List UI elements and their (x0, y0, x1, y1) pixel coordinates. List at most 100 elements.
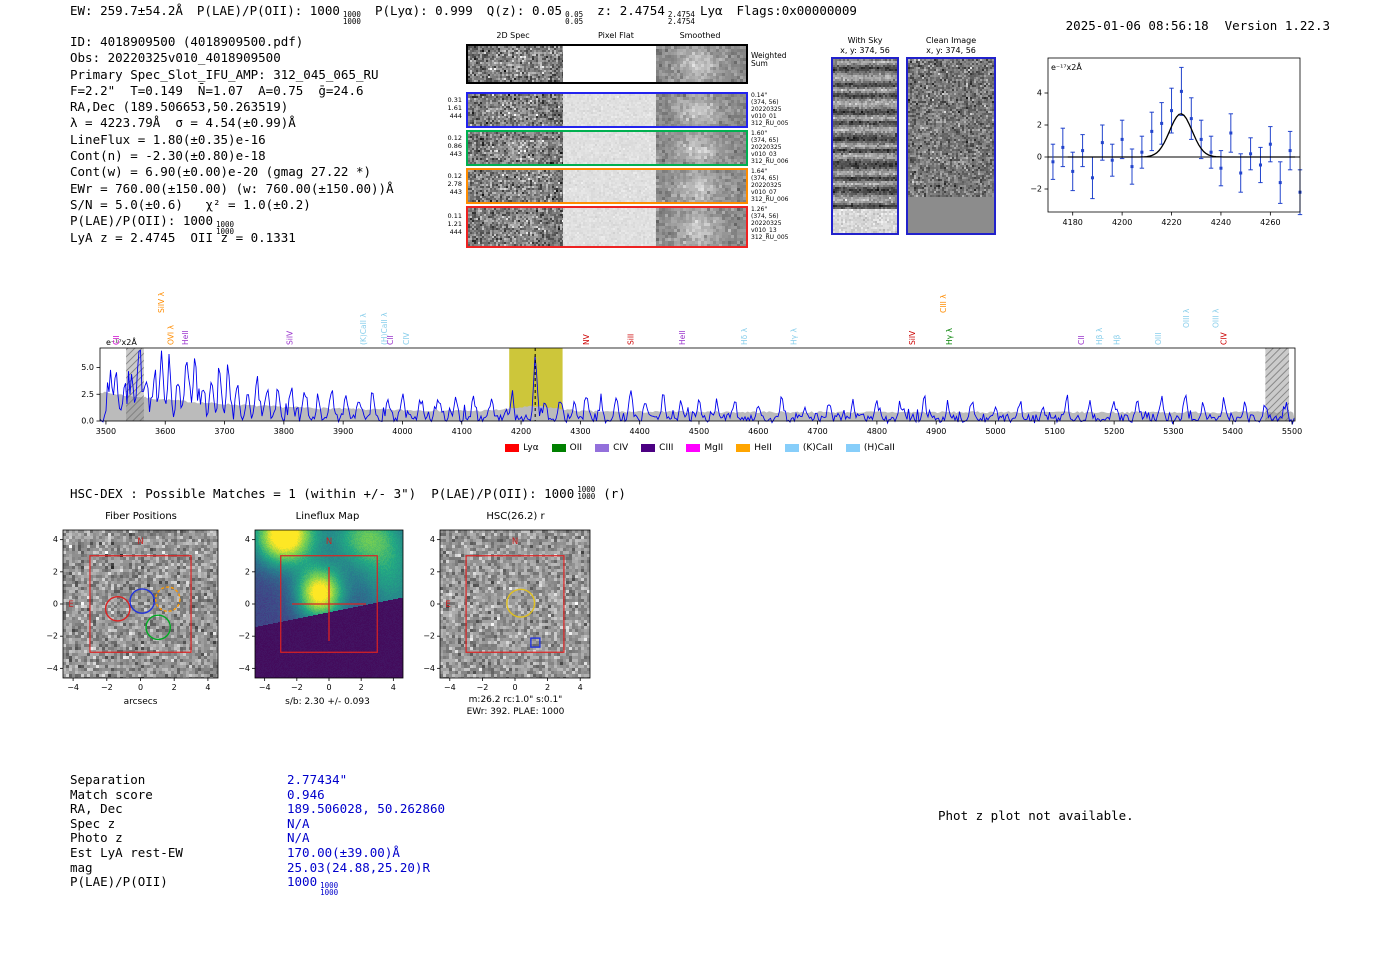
spec2d-image (468, 94, 563, 126)
svg-text:Hδ λ: Hδ λ (740, 327, 749, 345)
flags-value: Flags:0x00000009 (736, 3, 857, 18)
p-lya-value: P(Lyα): 0.999 (374, 3, 473, 18)
svg-text:SiII: SiII (626, 334, 635, 345)
spec2d-row-weighted (466, 44, 748, 84)
hsc-cutout-title: HSC(26.2) r (486, 511, 545, 522)
plae-fraction: 1000 1000 (320, 881, 339, 898)
svg-text:4240: 4240 (1211, 218, 1231, 227)
hsc-ewr-caption: EWr: 392. PLAE: 1000 (466, 707, 565, 717)
pixel-flat-image (563, 170, 656, 202)
svg-text:−4: −4 (238, 664, 250, 673)
svg-text:0: 0 (245, 600, 250, 609)
timestamp: 2025-01-06 08:56:18 (1065, 18, 1209, 33)
svg-text:OIII: OIII (1154, 332, 1163, 345)
svg-text:4400: 4400 (629, 427, 649, 436)
table-row: P(LAE)/P(OII) 1000 1000 1000 (70, 874, 339, 898)
legend-item: MgII (686, 443, 723, 453)
svg-text:SiIV λ: SiIV λ (157, 291, 166, 313)
svg-text:E: E (445, 600, 450, 610)
spec2d-row-values: 0.11 1.21 444 (447, 212, 462, 236)
spec2d-row-note: 1.26" (374, 56) 20220325 v010_13 312_RU_005 (751, 206, 789, 241)
spec2d-row (466, 168, 748, 204)
svg-text:3500: 3500 (96, 427, 116, 436)
lineflux-sb-caption: s/b: 2.30 +/- 0.093 (285, 697, 370, 707)
fiber-positions-xlabel: arcsecs (123, 697, 158, 707)
clean-image-coords: x, y: 374, 56 (926, 46, 976, 55)
legend-swatch (784, 444, 799, 452)
fiber-positions-overlay: −4 −4 −2 −2 0 0 2 2 4 4 N E (46, 529, 219, 692)
svg-text:0.0: 0.0 (81, 417, 94, 426)
info-line: Obs: 20220325v010_4018909500 (70, 50, 281, 66)
svg-text:OVI λ: OVI λ (167, 325, 176, 345)
info-line: EWr = 760.00(±150.00) (w: 760.00(±150.00… (70, 180, 394, 196)
svg-text:2: 2 (430, 567, 435, 576)
photz-note: Phot z plot not available. (938, 808, 1134, 823)
svg-text:4200: 4200 (511, 427, 531, 436)
svg-text:−4: −4 (259, 683, 271, 692)
redshift-value: z: 2.4754 2.4754 2.4754 Lyα (597, 3, 723, 26)
svg-text:5200: 5200 (1104, 427, 1124, 436)
match-table: Separation 2.77434" Match score 0.946 RA, … (70, 772, 445, 898)
pixel-flat-image (563, 208, 656, 246)
legend-item: HeII (736, 443, 772, 453)
pixel-flat-image (563, 132, 656, 164)
spec2d-image (468, 132, 563, 164)
hsc-cutout-overlay: −4 −4 −2 −2 0 0 2 2 4 4 N E (423, 529, 591, 692)
spec2d-row-note: 1.64" (374, 65) 20220325 v010_07 312_RU_006 (751, 168, 789, 203)
with-sky-title: With Sky (847, 36, 883, 45)
svg-text:2: 2 (545, 683, 550, 692)
lineflux-map-overlay: −4 −4 −2 −2 0 0 2 2 4 4 N (238, 529, 404, 692)
spec2d-image (468, 170, 563, 202)
spec2d-row (466, 130, 748, 166)
clean-image-title: Clean Image (925, 36, 977, 45)
spec2d-image (468, 46, 563, 82)
svg-text:4260: 4260 (1260, 218, 1280, 227)
svg-text:N: N (512, 537, 518, 547)
version-label: Version 1.22.3 (1224, 18, 1330, 33)
svg-text:0: 0 (430, 600, 435, 609)
svg-text:4: 4 (578, 683, 583, 692)
svg-text:4180: 4180 (1063, 218, 1083, 227)
smoothed-image (656, 208, 746, 246)
info-line: Cont(w) = 6.90(±0.00)e-20 (gmag 27.22 *) (70, 164, 372, 180)
info-line: LineFlux = 1.80(±0.35)e-16 (70, 131, 266, 147)
svg-text:4700: 4700 (807, 427, 827, 436)
svg-text:−4: −4 (444, 683, 456, 692)
svg-text:4100: 4100 (452, 427, 472, 436)
svg-text:5000: 5000 (985, 427, 1005, 436)
spec2d-row (466, 92, 748, 128)
svg-text:5400: 5400 (1223, 427, 1243, 436)
svg-text:−4: −4 (423, 664, 435, 673)
svg-text:SiIV: SiIV (908, 330, 917, 345)
lineflux-map-title: Lineflux Map (295, 511, 360, 522)
svg-text:2: 2 (245, 567, 250, 576)
emission-line-zoom-plot: 4180 4200 4220 4240 4260 −2 0 2 4 e⁻¹⁷x2Å (1030, 57, 1303, 227)
table-row: Separation 2.77434" (70, 772, 348, 787)
legend-swatch (505, 444, 520, 452)
smoothed-image (656, 132, 746, 164)
pixel-flat-image (563, 46, 656, 82)
svg-text:4: 4 (430, 535, 435, 544)
legend-swatch (641, 444, 656, 452)
fiber-positions-panel: Fiber Positions −4 −4 −2 −2 0 0 2 2 4 4 N E arcsecs (30, 505, 252, 720)
fiber-positions-image (63, 530, 218, 678)
info-line: LyA z = 2.4745 OII z = 0.1331 (70, 229, 296, 245)
spec2d-row (466, 206, 748, 248)
svg-text:−2: −2 (291, 683, 303, 692)
svg-text:0: 0 (512, 683, 517, 692)
info-line: ID: 4018909500 (4018909500.pdf) (70, 34, 304, 49)
hsc-cutout-image (440, 530, 590, 678)
svg-text:CIII λ: CIII λ (939, 294, 948, 313)
spec2d-col-label: Pixel Flat (598, 31, 634, 40)
svg-text:(K)CaII λ: (K)CaII λ (359, 313, 368, 345)
legend-swatch (845, 444, 860, 452)
legend-item: (K)CaII (784, 443, 833, 453)
svg-text:2: 2 (359, 683, 364, 692)
spec2d-col-label: Smoothed (679, 31, 721, 40)
info-block: ID: 4018909500 (4018909500.pdf) Obs: 202… (70, 34, 394, 246)
svg-text:0: 0 (1037, 153, 1042, 162)
spectrum-plot: 3500 3600 3700 3800 3900 4000 4100 4200 4300 4400… (81, 291, 1302, 436)
svg-text:4: 4 (391, 683, 396, 692)
legend-swatch (736, 444, 751, 452)
